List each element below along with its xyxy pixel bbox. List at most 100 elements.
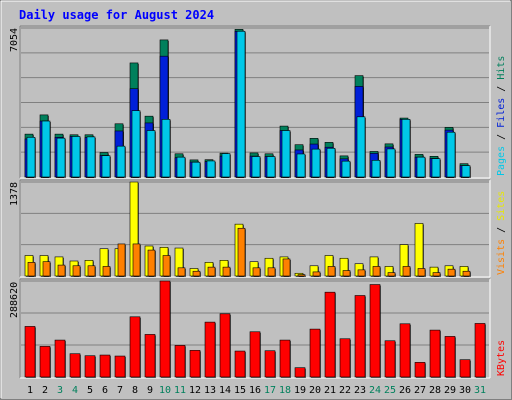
bar-pages-day-10 [161,119,171,178]
legend-hits: Hits [496,56,507,80]
bar-kbytes-day-4 [69,353,81,378]
panel-bg [20,180,490,277]
bar-pages-day-7 [116,145,126,178]
bar-pages-day-13 [206,160,216,178]
bar-pages-day-1 [26,136,36,178]
bar-visits-day-11 [177,267,186,277]
bar-visits-day-1 [27,262,36,277]
bar-visits-day-20 [312,271,321,277]
bar-visits-day-12 [192,270,201,277]
chart-title: Daily usage for August 2024 [19,8,214,22]
bar-kbytes-day-17 [264,350,276,378]
bar-visits-day-27 [417,268,426,277]
x-label-day-16: 16 [249,385,261,396]
bar-visits-day-3 [57,264,66,277]
bar-pages-day-4 [71,136,81,178]
legend-kbytes-wrap: KBytes [496,340,507,376]
bar-kbytes-day-13 [204,321,216,378]
bar-kbytes-day-21 [324,291,336,378]
bar-pages-day-27 [416,156,426,178]
bar-kbytes-day-14 [219,313,231,378]
bar-visits-day-16 [252,267,261,277]
bar-pages-day-20 [311,148,321,178]
legend-pages: Pages [496,146,507,176]
bars-hits-files-pages [24,29,471,179]
bar-kbytes-day-2 [39,346,51,378]
bar-sites-day-27 [414,223,424,277]
x-label-day-18: 18 [279,385,291,396]
legend-separator: / [496,128,507,146]
bar-kbytes-day-3 [54,339,66,378]
bar-visits-day-8 [132,243,141,277]
gridlines [21,27,489,153]
bar-pages-day-25 [386,148,396,178]
x-label-day-14: 14 [219,385,231,396]
bar-visits-day-25 [387,272,396,277]
x-label-day-22: 22 [339,385,351,396]
legend-hits-files-pages: Pages / Files / Hits [496,56,507,176]
bar-visits-day-23 [357,269,366,277]
bar-visits-day-29 [447,268,456,277]
bar-kbytes-day-26 [399,323,411,378]
bar-pages-day-11 [176,156,186,178]
bar-pages-day-29 [446,131,456,178]
bar-kbytes-day-15 [234,350,246,378]
bar-pages-day-30 [461,165,471,178]
bar-kbytes-day-9 [144,334,156,378]
bars-sites-visits [24,181,471,277]
bar-pages-day-9 [146,130,156,178]
x-label-day-7: 7 [117,385,123,396]
panel-kbytes [19,278,491,379]
bar-pages-day-18 [281,130,291,178]
bar-visits-day-21 [327,266,336,277]
gridlines [21,181,489,246]
bar-pages-day-17 [266,156,276,178]
bar-pages-day-3 [56,137,66,178]
bar-kbytes-day-10 [159,280,171,378]
x-label-day-29: 29 [444,385,456,396]
bar-visits-day-10 [162,255,171,277]
bar-shadow [299,275,306,277]
bar-kbytes-day-1 [24,326,36,378]
bar-pages-day-8 [131,110,141,178]
bar-kbytes-day-16 [249,331,261,378]
legend-visits: Visits [496,239,507,275]
x-label-day-20: 20 [309,385,321,396]
x-label-day-13: 13 [204,385,216,396]
bar-visits-day-28 [432,272,441,277]
x-label-day-24: 24 [369,385,381,396]
x-label-day-8: 8 [132,385,138,396]
legend-kbytes: KBytes [496,340,507,376]
bars-kbytes [24,280,486,378]
x-label-day-5: 5 [87,385,93,396]
bar-visits-day-15 [237,227,246,277]
bar-pages-day-16 [251,156,261,178]
bar-visits-day-5 [87,265,96,277]
bar-visits-day-18 [282,258,291,277]
x-label-day-23: 23 [354,385,366,396]
x-label-day-9: 9 [147,385,153,396]
bar-kbytes-day-7 [114,355,126,378]
x-label-day-28: 28 [429,385,441,396]
x-label-day-4: 4 [72,385,78,396]
bar-kbytes-day-12 [189,350,201,378]
bar-pages-day-28 [431,158,441,178]
panel-hits-files-pages [19,25,491,179]
ymax-label-kbytes: 288620 [9,282,20,318]
bar-kbytes-day-11 [174,345,186,378]
ymax-label-hits: 7054 [9,28,20,52]
bar-kbytes-day-19 [294,367,306,378]
x-label-day-11: 11 [174,385,186,396]
x-label-day-15: 15 [234,385,246,396]
bar-pages-day-22 [341,160,351,178]
bar-kbytes-day-31 [474,323,486,378]
bar-pages-day-26 [401,119,411,178]
x-axis-day-labels: 1 2 3 4 5 6 7 8 9 10 11 12 13 14 15 16 17 18 19 20 21 22 23 24 2… [27,385,486,396]
bar-visits-day-2 [42,261,51,277]
bar-pages-day-2 [41,120,51,178]
bar-kbytes-day-27 [414,362,426,378]
bar-kbytes-day-25 [384,340,396,378]
bar-kbytes-day-8 [129,316,141,378]
